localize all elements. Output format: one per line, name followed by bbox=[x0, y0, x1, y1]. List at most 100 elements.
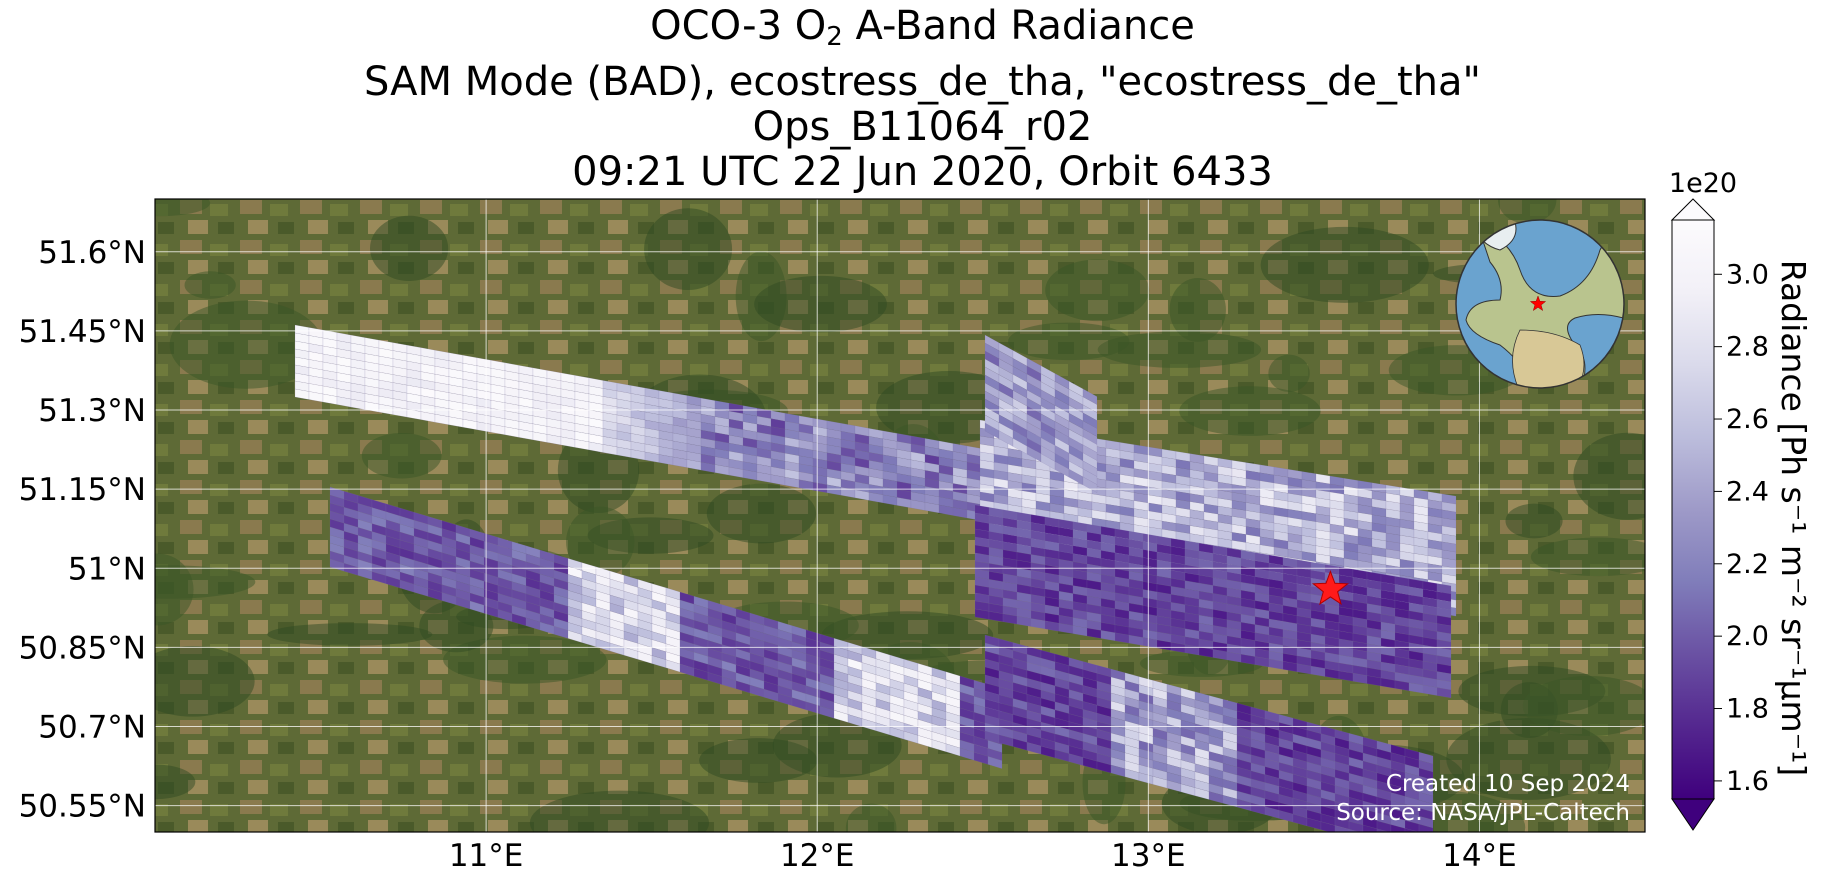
forest-patch bbox=[1446, 717, 1611, 800]
forest-patch bbox=[1268, 354, 1310, 393]
forest-patch bbox=[155, 565, 256, 599]
swath-cell bbox=[1405, 844, 1419, 856]
colorbar-tick-label: 2.0 bbox=[1726, 621, 1769, 652]
forest-patch bbox=[706, 483, 817, 544]
lat-tick-label: 51.3°N bbox=[38, 393, 146, 429]
swath-cell bbox=[1362, 824, 1378, 832]
colorbar-tick-label: 2.6 bbox=[1726, 404, 1769, 435]
lat-tick-label: 50.85°N bbox=[19, 630, 146, 666]
lat-tick-label: 50.55°N bbox=[19, 789, 146, 825]
created-date-text: Created 10 Sep 2024 bbox=[1386, 771, 1630, 797]
colorbar-tick-label: 2.2 bbox=[1726, 549, 1769, 580]
forest-patch bbox=[419, 600, 494, 653]
swath-cell bbox=[1419, 848, 1433, 860]
forest-patch bbox=[754, 275, 887, 333]
title-line-1: OCO-3 O2 A-Band Radiance bbox=[650, 3, 1195, 53]
swath-cell bbox=[1390, 824, 1406, 832]
target-site-marker bbox=[1311, 569, 1349, 606]
longitude-axis: 11°E 12°E 13°E 14°E bbox=[449, 838, 1517, 874]
forest-patch bbox=[735, 251, 787, 342]
swath-cell bbox=[1405, 836, 1419, 848]
forest-patch bbox=[1573, 432, 1645, 520]
forest-patch bbox=[155, 553, 194, 626]
swath-cell bbox=[1376, 828, 1390, 832]
forest-patch bbox=[587, 517, 714, 554]
map-panel: Created 10 Sep 2024 Source: NASA/JPL-Cal… bbox=[155, 199, 1645, 860]
lon-tick-label: 14°E bbox=[1442, 838, 1517, 874]
forest-patch bbox=[1169, 277, 1226, 342]
forest-patch bbox=[184, 271, 236, 299]
colorbar-tick-label: 2.8 bbox=[1726, 332, 1769, 363]
lon-tick-label: 13°E bbox=[1111, 838, 1186, 874]
swath-cell bbox=[1348, 821, 1364, 832]
colorbar-gradient bbox=[1672, 220, 1714, 799]
title-line-4: 09:21 UTC 22 Jun 2020, Orbit 6433 bbox=[572, 149, 1273, 195]
map-frame bbox=[154, 198, 1646, 833]
lon-tick-label: 11°E bbox=[449, 838, 524, 874]
colorbar-tick-label: 1.8 bbox=[1726, 694, 1769, 725]
colorbar-tick-label: 2.4 bbox=[1726, 476, 1769, 507]
lat-tick-label: 51.45°N bbox=[19, 314, 146, 350]
swath-cell bbox=[1419, 840, 1433, 852]
swath-cell bbox=[1363, 833, 1377, 845]
colorbar-tick-label: 3.0 bbox=[1726, 259, 1769, 290]
forest-patch bbox=[369, 215, 449, 282]
globe-site-marker bbox=[1529, 295, 1547, 312]
swath-cell bbox=[1404, 828, 1420, 832]
forest-patch bbox=[1179, 386, 1321, 436]
swath-cell bbox=[1376, 820, 1392, 832]
forest-patch bbox=[1505, 503, 1563, 539]
globe-land-sahara bbox=[1512, 329, 1585, 388]
forest-patch bbox=[699, 738, 818, 783]
forest-patch bbox=[772, 713, 902, 778]
lon-tick-label: 12°E bbox=[780, 838, 855, 874]
lat-tick-label: 50.7°N bbox=[38, 710, 146, 746]
forest-patch bbox=[529, 790, 710, 832]
forest-patch bbox=[1522, 675, 1645, 737]
forest-patch bbox=[1260, 226, 1429, 303]
forest-patch bbox=[644, 208, 733, 291]
figure-title: OCO-3 O2 A-Band Radiance SAM Mode (BAD),… bbox=[0, 4, 1821, 195]
latitude-axis: 51.6°N 51.45°N 51.3°N 51.15°N 51°N 50.85°N 50.… bbox=[19, 235, 146, 825]
forest-patch bbox=[1497, 199, 1557, 224]
swath-cell bbox=[1391, 841, 1405, 853]
swath-cell bbox=[987, 756, 1003, 769]
forest-patch bbox=[1045, 259, 1150, 322]
forest-patch bbox=[155, 764, 196, 800]
forest-patch bbox=[361, 433, 442, 479]
title-line-2: SAM Mode (BAD), ecostress_de_tha, "ecost… bbox=[364, 59, 1481, 105]
forest-patch bbox=[1530, 537, 1645, 577]
source-credit-text: Source: NASA/JPL-Caltech bbox=[1336, 800, 1630, 826]
lat-tick-label: 51.15°N bbox=[19, 472, 146, 508]
colorbar-max-extend bbox=[1670, 198, 1716, 221]
swath-cell bbox=[1320, 821, 1336, 832]
forest-patch bbox=[155, 199, 211, 217]
globe-outline bbox=[1455, 219, 1625, 389]
forest-patch bbox=[845, 803, 897, 832]
forest-patch bbox=[1008, 322, 1130, 361]
forest-patch bbox=[169, 300, 323, 389]
forest-patch bbox=[155, 646, 255, 717]
forest-patch bbox=[267, 623, 433, 646]
swath-cell bbox=[1418, 823, 1434, 832]
colorbar-scale-note: 1e20 bbox=[1669, 168, 1737, 199]
forest-patch bbox=[1097, 331, 1262, 368]
forest-patch bbox=[1500, 682, 1558, 739]
colorbar-label: Radiance [Ph s⁻¹ m⁻² sr⁻¹μm⁻¹] bbox=[1774, 260, 1813, 776]
swath-cell bbox=[1404, 820, 1420, 832]
colorbar-min-extend bbox=[1671, 798, 1715, 831]
lat-tick-label: 51°N bbox=[68, 551, 146, 587]
colorbar-tick-label: 1.6 bbox=[1726, 766, 1769, 797]
swath-cell bbox=[1334, 825, 1350, 832]
colorbar: 1.6 1.8 2.0 2.2 2.4 2.6 2.8 3.0 1e20 Radiance [… bbox=[1669, 168, 1813, 831]
globe-land-europe-africa bbox=[1465, 225, 1624, 388]
swath-cell bbox=[1436, 687, 1452, 699]
forest-patch bbox=[1458, 665, 1606, 717]
swath-cell bbox=[1418, 831, 1420, 832]
forest-patch bbox=[566, 506, 635, 578]
swath-cell bbox=[1377, 837, 1391, 849]
inset-globe bbox=[1455, 219, 1625, 389]
lat-tick-label: 51.6°N bbox=[38, 235, 146, 271]
swath-cell bbox=[1391, 833, 1405, 845]
